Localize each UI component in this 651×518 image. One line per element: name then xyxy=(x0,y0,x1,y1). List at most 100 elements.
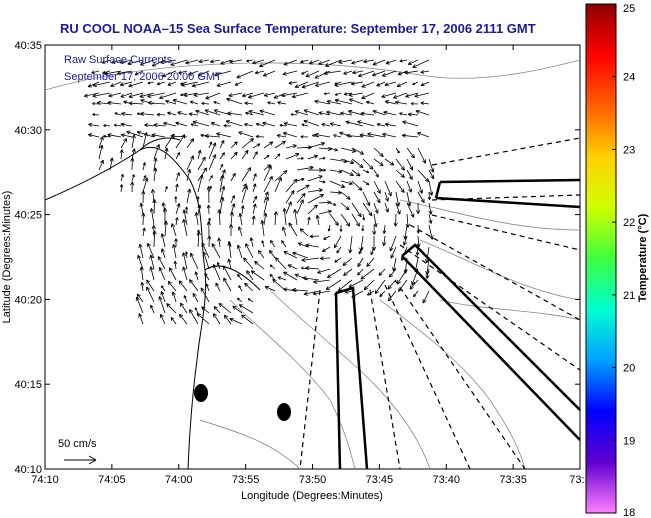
current-vector xyxy=(142,227,146,237)
current-vector xyxy=(381,92,397,99)
current-vector xyxy=(140,59,155,66)
current-vector xyxy=(243,257,254,270)
current-vector xyxy=(111,59,122,64)
current-vector xyxy=(101,59,111,64)
current-vector xyxy=(187,70,199,76)
current-vector xyxy=(227,241,232,259)
current-vector xyxy=(147,81,155,85)
current-vector xyxy=(260,220,265,237)
current-vector xyxy=(215,282,221,292)
current-vector xyxy=(428,180,434,196)
current-vector xyxy=(395,180,405,193)
y-axis-label: Latitude (Degrees:Minutes) xyxy=(1,191,13,324)
current-vector xyxy=(340,169,354,177)
current-vector xyxy=(340,147,357,153)
current-vector xyxy=(285,201,292,215)
legend-line-2: September 17, 2006 20:00 GMT xyxy=(64,71,222,83)
current-vector xyxy=(138,243,144,259)
colorbar-tick-label: 21 xyxy=(623,290,635,302)
current-vector xyxy=(172,98,188,105)
current-vector xyxy=(405,92,419,98)
current-vector xyxy=(339,111,353,116)
current-vector xyxy=(296,193,306,204)
current-vector xyxy=(274,170,288,182)
current-vector xyxy=(228,223,234,237)
current-vector xyxy=(263,212,268,226)
current-vector xyxy=(230,195,235,204)
current-vector xyxy=(334,257,342,263)
current-vector xyxy=(348,279,364,288)
current-vector xyxy=(409,279,419,290)
current-vector xyxy=(160,248,166,259)
legend-line-1: Raw Surface Currents xyxy=(64,54,173,66)
current-vector xyxy=(413,257,419,273)
current-vector xyxy=(204,133,221,139)
current-vector xyxy=(142,132,148,149)
current-vector xyxy=(163,121,177,127)
colorbar-tick-label: 24 xyxy=(623,72,635,84)
current-vector xyxy=(175,217,179,226)
current-vector xyxy=(285,153,300,160)
current-vector xyxy=(174,238,178,248)
y-axis-ticks: 40:35 40:30 40:25 40:20 40:15 40:10 xyxy=(14,40,580,476)
current-vector xyxy=(326,110,342,116)
current-vector xyxy=(232,305,243,314)
current-vector xyxy=(363,279,375,291)
current-vector xyxy=(396,81,408,88)
current-vector xyxy=(201,306,210,314)
current-vector xyxy=(417,180,424,194)
current-vector xyxy=(384,191,389,202)
current-vector xyxy=(357,268,364,276)
current-vector xyxy=(382,224,387,234)
current-vector xyxy=(193,92,210,98)
current-vector xyxy=(186,168,192,182)
current-vector xyxy=(333,235,342,249)
current-vector xyxy=(350,81,364,86)
current-vector xyxy=(128,101,144,106)
current-vector xyxy=(149,208,155,226)
current-vector xyxy=(250,270,265,281)
current-vector xyxy=(192,120,210,127)
current-vector xyxy=(98,159,104,171)
current-vector xyxy=(343,268,353,276)
current-vector xyxy=(329,147,339,152)
current-vector xyxy=(252,173,257,182)
current-vector xyxy=(141,212,146,226)
current-vector xyxy=(392,257,397,272)
current-vector xyxy=(156,112,166,117)
current-vector xyxy=(139,202,144,215)
current-vector xyxy=(107,100,122,105)
current-vector xyxy=(222,265,232,281)
current-vector xyxy=(351,202,362,218)
current-vector xyxy=(337,279,353,292)
current-vector xyxy=(303,290,320,296)
current-vector xyxy=(207,235,212,248)
x-tick-label: 73:45 xyxy=(366,474,394,486)
current-vector xyxy=(351,158,364,169)
current-vector xyxy=(189,309,199,325)
current-vector xyxy=(185,251,189,259)
current-vector xyxy=(395,169,405,178)
current-vector xyxy=(363,59,375,64)
current-vector xyxy=(395,202,401,215)
current-vector xyxy=(142,175,147,182)
current-vector xyxy=(305,266,320,271)
buoy-marker xyxy=(277,403,291,421)
current-vector xyxy=(219,163,224,171)
current-vector xyxy=(406,147,415,159)
current-vector xyxy=(167,81,177,86)
current-vector xyxy=(103,124,111,128)
current-vector xyxy=(366,290,375,296)
current-vector xyxy=(329,202,337,206)
current-vector xyxy=(164,147,169,160)
current-vector xyxy=(128,92,144,99)
current-vector xyxy=(182,266,188,281)
current-vector xyxy=(151,225,156,237)
current-vector xyxy=(198,59,210,64)
current-vector xyxy=(400,246,408,261)
current-vector xyxy=(412,59,430,68)
current-vector xyxy=(406,202,415,218)
current-vector xyxy=(402,120,419,127)
current-vector xyxy=(92,113,100,117)
current-vector xyxy=(114,112,122,116)
